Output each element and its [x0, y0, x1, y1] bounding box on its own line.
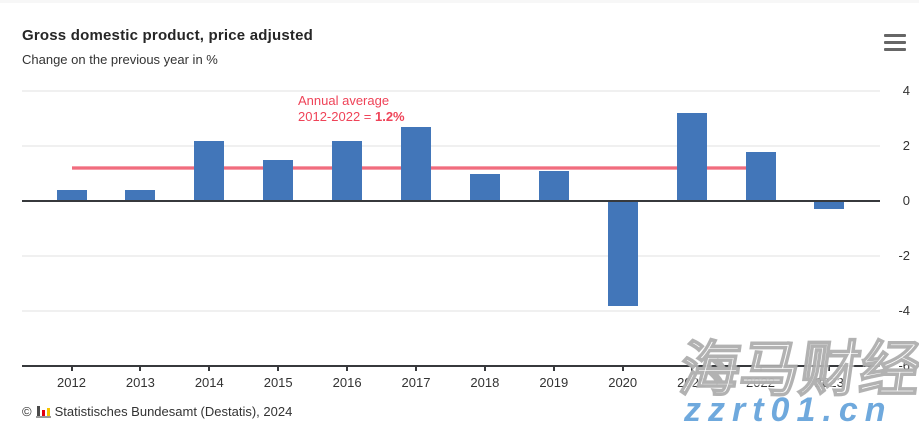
- x-axis-tick-2022: [759, 366, 762, 371]
- x-axis-label-2019: 2019: [539, 375, 569, 390]
- gridline-2: [22, 145, 880, 147]
- y-axis-label-4: 4: [902, 83, 910, 98]
- source-text: Statistisches Bundesamt (Destatis), 2024: [54, 403, 293, 419]
- x-axis-label-2013: 2013: [125, 375, 155, 390]
- bar-2023[interactable]: [814, 201, 845, 210]
- bar-2017[interactable]: [401, 126, 431, 201]
- gridline-4: [22, 90, 880, 92]
- x-axis-label-2022: 2022: [746, 375, 775, 390]
- average-annotation-line2: 2012-2022 = 1.2%: [298, 109, 405, 124]
- gridline--4: [22, 310, 880, 312]
- x-axis-tick-2013: [139, 366, 142, 371]
- bar-2020[interactable]: [607, 201, 638, 306]
- bar-2019[interactable]: [538, 170, 569, 201]
- x-axis-tick-2019: [552, 366, 555, 371]
- x-axis-label-2016: 2016: [332, 375, 362, 390]
- x-axis-label-2020: 2020: [608, 375, 638, 390]
- x-axis-tick-2017: [415, 366, 417, 371]
- bar-2013[interactable]: [125, 190, 156, 201]
- source-attribution: © Statistisches Bundesamt (Destatis), 20…: [22, 403, 292, 419]
- y-axis-label--6: -6: [898, 358, 910, 373]
- x-axis-label-2015: 2015: [263, 375, 293, 390]
- bar-2016[interactable]: [332, 140, 363, 201]
- y-axis-label-0: 0: [902, 193, 910, 208]
- bar-2015[interactable]: [263, 159, 294, 201]
- x-axis-label-2018: 2018: [470, 375, 500, 390]
- hamburger-bar: [884, 34, 906, 37]
- gridline--2: [22, 255, 880, 257]
- hamburger-bar: [884, 41, 906, 44]
- page-title: Gross domestic product, price adjusted: [22, 27, 313, 44]
- x-axis-tick-2015: [277, 366, 280, 371]
- x-axis-label-2014: 2014: [194, 375, 224, 390]
- x-axis-tick-2018: [483, 366, 486, 371]
- y-axis-label--2: -2: [898, 248, 910, 263]
- average-annotation: Annual average 2012-2022 = 1.2%: [298, 93, 405, 125]
- destatis-mini-barchart-icon: [35, 405, 51, 418]
- y-axis-label--4: -4: [898, 303, 910, 318]
- watermark-url-text: zzrt01.cn: [684, 391, 893, 429]
- x-axis-line: [22, 365, 880, 367]
- bar-2018[interactable]: [469, 173, 500, 201]
- zero-line: [22, 200, 880, 202]
- x-axis-tick-2014: [208, 366, 211, 371]
- hamburger-menu-icon[interactable]: [884, 34, 906, 51]
- x-axis-label-2023: 2023: [814, 375, 844, 390]
- x-axis-tick-2023: [828, 366, 831, 371]
- gdp-bar-chart: Annual average 2012-2022 = 1.2% 4 2 0 -2 -4 -…: [0, 3, 919, 427]
- bar-2021[interactable]: [676, 113, 707, 201]
- x-axis-label-2017: 2017: [401, 375, 431, 390]
- x-axis-label-2012: 2012: [57, 375, 86, 390]
- bar-2014[interactable]: [194, 140, 225, 201]
- copyright-symbol: ©: [22, 403, 32, 419]
- x-axis-tick-2012: [70, 366, 73, 371]
- x-axis-tick-2021: [690, 366, 693, 371]
- bar-2022[interactable]: [745, 151, 776, 201]
- average-annotation-line1: Annual average: [298, 93, 390, 108]
- average-value: 1.2%: [374, 109, 405, 124]
- chart-subtitle: Change on the previous year in %: [22, 52, 218, 67]
- x-axis-tick-2020: [621, 366, 624, 371]
- y-axis-label-2: 2: [902, 138, 910, 153]
- x-axis-tick-2016: [346, 366, 349, 371]
- x-axis-label-2021: 2021: [677, 375, 707, 390]
- bar-2012[interactable]: [56, 190, 87, 201]
- hamburger-bar: [884, 48, 906, 51]
